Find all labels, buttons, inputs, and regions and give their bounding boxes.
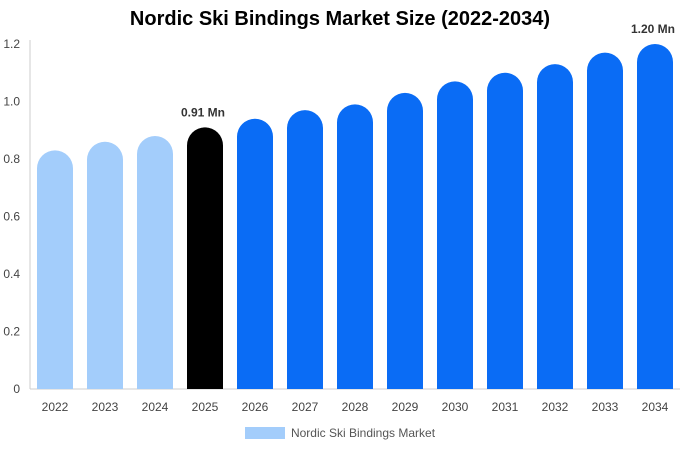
y-tick-label: 0 <box>13 382 20 396</box>
bar-2029 <box>387 92 423 389</box>
x-tick-label: 2034 <box>642 400 669 414</box>
bar-2028 <box>337 104 373 389</box>
y-tick-label: 1.2 <box>3 37 20 51</box>
bar-2031 <box>487 72 523 389</box>
x-tick-label: 2028 <box>342 400 369 414</box>
x-tick-label: 2027 <box>292 400 319 414</box>
y-tick-label: 0.2 <box>3 325 20 339</box>
y-tick-label: 0.8 <box>3 152 20 166</box>
bar-2033 <box>587 52 623 389</box>
bar-2024 <box>137 136 173 389</box>
bar-2032 <box>537 64 573 389</box>
legend: Nordic Ski Bindings Market <box>0 426 680 440</box>
bar-2030 <box>437 81 473 389</box>
data-label-2034: 1.20 Mn <box>631 22 675 36</box>
x-tick-label: 2026 <box>242 400 269 414</box>
bar-2026 <box>237 118 273 389</box>
data-label-2025: 0.91 Mn <box>181 105 225 119</box>
legend-swatch <box>244 427 285 439</box>
bar-2023 <box>87 141 123 389</box>
bar-2025 <box>187 127 223 390</box>
x-tick-label: 2033 <box>592 400 619 414</box>
x-tick-label: 2032 <box>542 400 569 414</box>
x-tick-label: 2023 <box>92 400 119 414</box>
y-tick-label: 0.6 <box>3 210 20 224</box>
bar-2027 <box>287 110 323 390</box>
y-tick-label: 1.0 <box>3 95 20 109</box>
x-tick-label: 2025 <box>192 400 219 414</box>
x-tick-label: 2031 <box>492 400 519 414</box>
bar-2034 <box>637 44 673 389</box>
bar-2022 <box>37 150 73 389</box>
chart-title: Nordic Ski Bindings Market Size (2022-20… <box>129 8 551 30</box>
legend-label: Nordic Ski Bindings Market <box>290 426 436 440</box>
x-tick-label: 2022 <box>42 400 69 414</box>
y-tick-label: 0.4 <box>3 267 20 281</box>
x-tick-label: 2024 <box>142 400 169 414</box>
x-tick-label: 2029 <box>392 400 419 414</box>
x-tick-label: 2030 <box>442 400 469 414</box>
